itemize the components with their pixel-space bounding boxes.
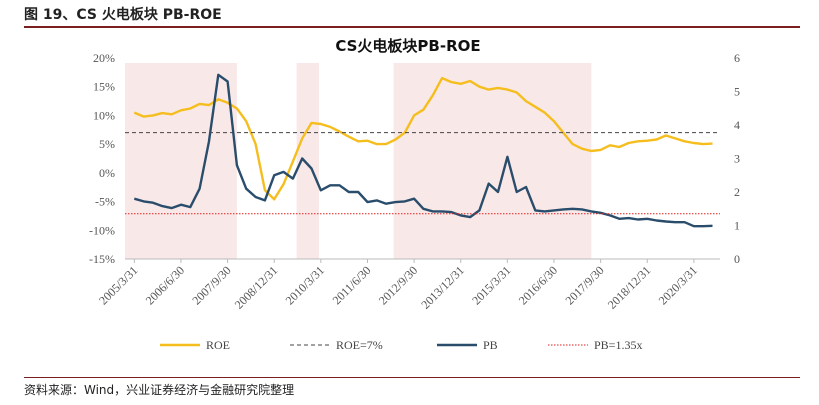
x-tick-label: 2020/3/31	[656, 263, 700, 307]
x-tick-label: 2005/3/31	[96, 263, 140, 307]
left-axis-ticks: 20% 15% 10% 5% 0% -5% -10% -15%	[89, 51, 115, 266]
x-tick-label: 2010/3/31	[283, 263, 327, 307]
legend-roe-label: ROE	[206, 338, 230, 352]
left-tick-label: 5%	[99, 137, 115, 151]
left-tick-label: 10%	[93, 108, 115, 122]
bottom-divider	[24, 377, 800, 378]
figure-title: 图 19、CS 火电板块 PB-ROE	[24, 7, 222, 23]
x-tick-label: 2018/12/31	[605, 263, 654, 312]
right-tick-label: 1	[734, 219, 740, 233]
series-pb-line	[133, 73, 713, 228]
shaded-period-1	[296, 63, 319, 259]
right-tick-label: 5	[734, 85, 740, 99]
source-note: 资料来源：Wind，兴业证券经济与金融研究院整理	[24, 383, 295, 397]
shaded-period-0	[125, 63, 237, 259]
right-tick-label: 0	[734, 252, 740, 266]
top-divider	[24, 26, 800, 28]
x-tick-label: 2011/6/30	[330, 263, 374, 307]
left-tick-label: 20%	[93, 51, 115, 65]
right-tick-label: 6	[734, 51, 740, 65]
x-tick-label: 2012/9/30	[376, 263, 420, 307]
right-tick-label: 2	[734, 185, 740, 199]
x-tick-label: 2006/6/30	[143, 263, 187, 307]
right-axis-ticks: 6 5 4 3 2 1 0	[734, 51, 740, 266]
legend-pb-label: PB	[483, 338, 498, 352]
left-tick-label: 0%	[99, 166, 115, 180]
pb-roe-chart: CS火电板块PB-ROE 20% 15% 10% 5% 0% -5% -10% -15% 6 5…	[89, 37, 740, 352]
right-tick-label: 3	[734, 152, 740, 166]
legend-pb-1-35x-label: PB=1.35x	[594, 338, 642, 352]
left-tick-label: 15%	[93, 80, 115, 94]
series-lines	[125, 73, 720, 228]
x-tick-label: 2008/12/31	[232, 263, 281, 312]
x-tick-label: 2016/6/30	[516, 263, 560, 307]
x-tick-label: 2007/9/30	[189, 263, 233, 307]
chart-title: CS火电板块PB-ROE	[335, 37, 480, 55]
x-tick-label: 2015/3/31	[469, 263, 513, 307]
shaded-periods	[125, 63, 592, 259]
x-tick-label: 2017/9/30	[562, 263, 606, 307]
x-tick-label: 2013/12/31	[418, 263, 467, 312]
left-tick-label: -15%	[89, 252, 115, 266]
legend-roe-7-label: ROE=7%	[336, 338, 383, 352]
right-tick-label: 4	[734, 118, 740, 132]
left-tick-label: -5%	[95, 195, 115, 209]
legend: ROE ROE=7% PB PB=1.35x	[160, 338, 642, 352]
left-tick-label: -10%	[89, 223, 115, 237]
shaded-period-2	[393, 63, 592, 259]
